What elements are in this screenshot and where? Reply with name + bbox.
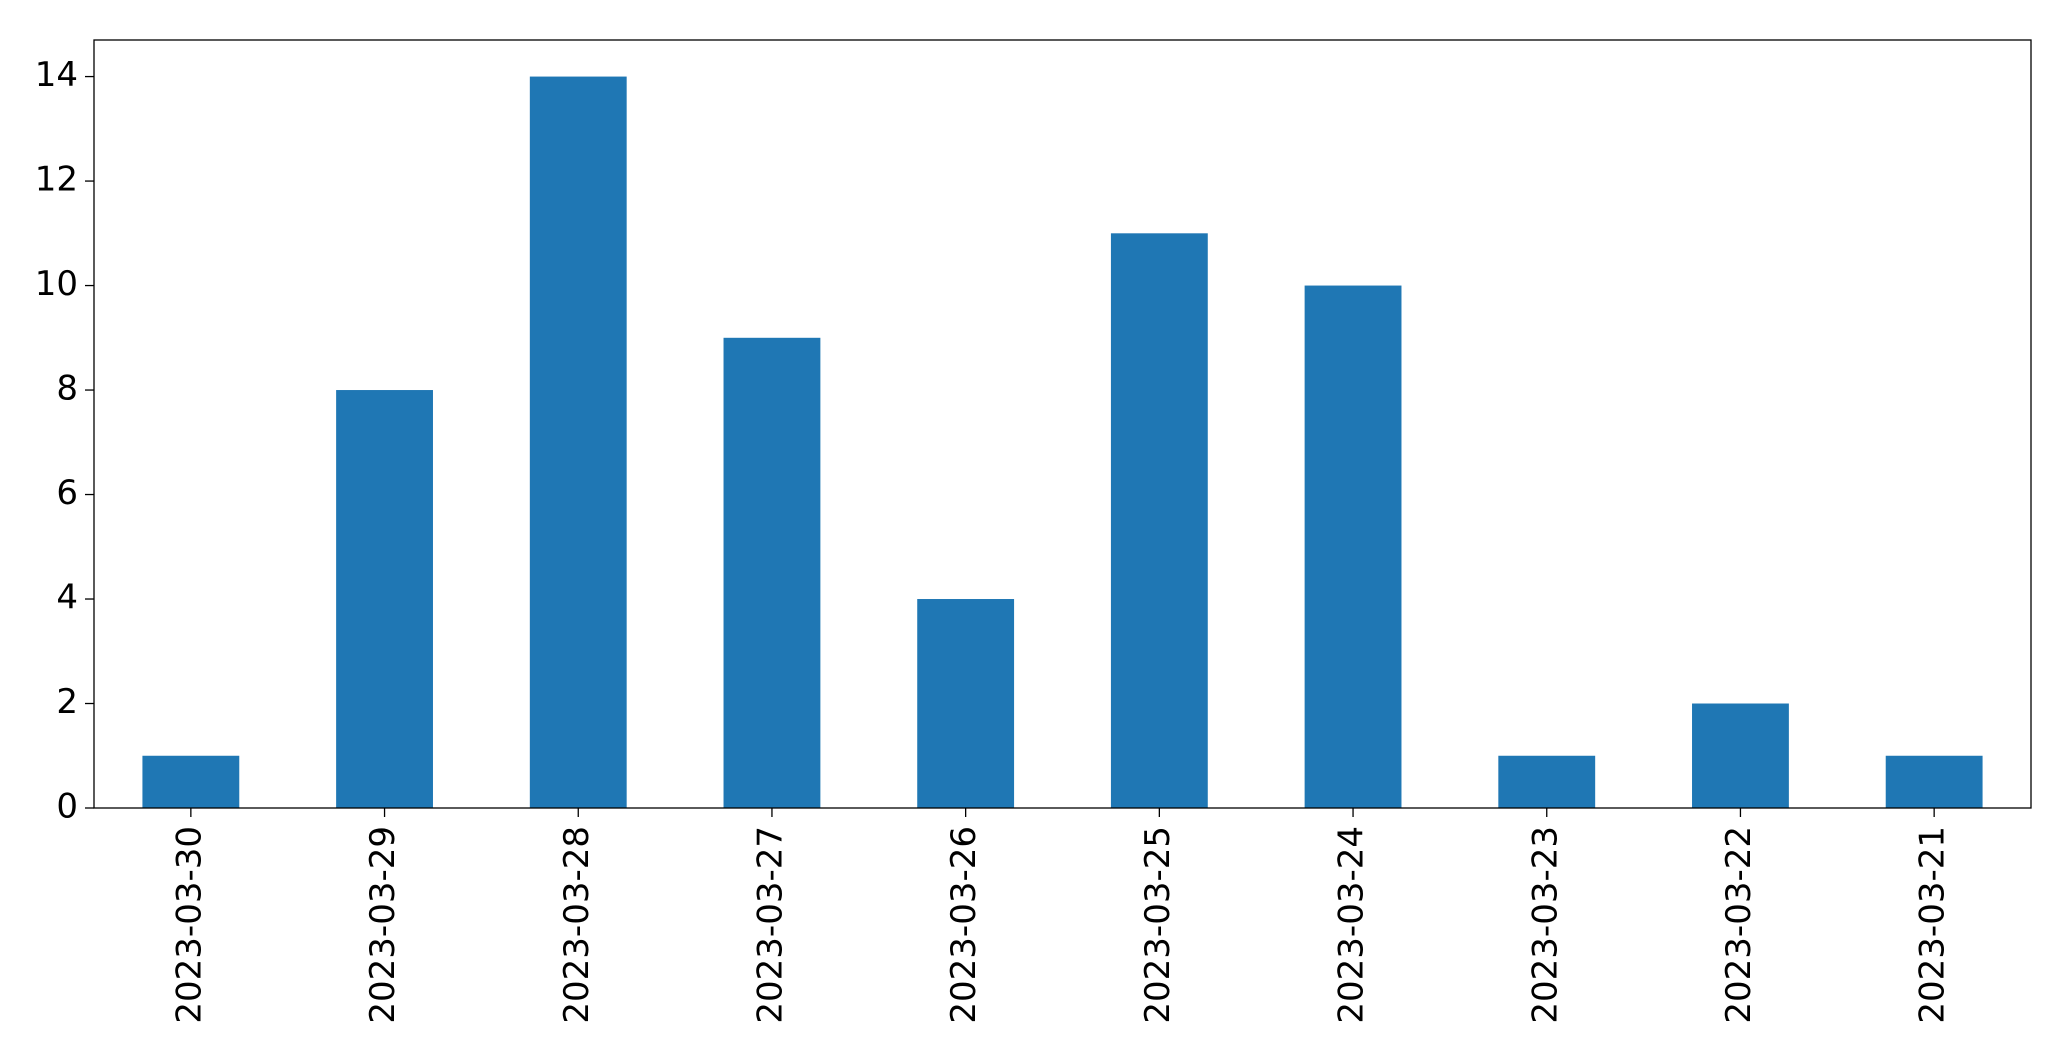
bar [917,599,1015,808]
y-tick-label: 10 [35,264,78,304]
bar [336,390,433,808]
y-tick-label: 6 [56,473,78,513]
bar [1885,755,1983,808]
x-tick-label: 2023-03-29 [363,826,403,1024]
x-tick-label: 2023-03-26 [944,826,984,1024]
bar [1692,703,1789,808]
x-tick-label: 2023-03-28 [557,826,597,1024]
plot-area [142,76,1983,809]
bar [1110,233,1208,808]
y-tick-label: 14 [35,55,78,95]
y-tick-label: 2 [56,682,78,722]
y-tick-label: 12 [35,160,78,200]
x-tick-label: 2023-03-24 [1332,826,1372,1024]
bar [1304,285,1402,808]
x-tick-label: 2023-03-21 [1913,826,1953,1024]
bar [142,755,240,808]
bar [1498,755,1596,808]
bar [723,337,821,808]
axes-frame [93,39,2032,809]
x-tick-label: 2023-03-23 [1525,826,1565,1024]
x-tick-label: 2023-03-27 [750,826,790,1024]
y-tick-label: 4 [56,578,78,618]
x-tick-label: 2023-03-25 [1138,826,1178,1024]
y-tick-label: 0 [56,787,78,827]
bar [529,76,627,809]
x-tick-label: 2023-03-22 [1719,826,1759,1024]
x-tick-label: 2023-03-30 [169,826,209,1024]
y-tick-label: 8 [56,369,78,409]
